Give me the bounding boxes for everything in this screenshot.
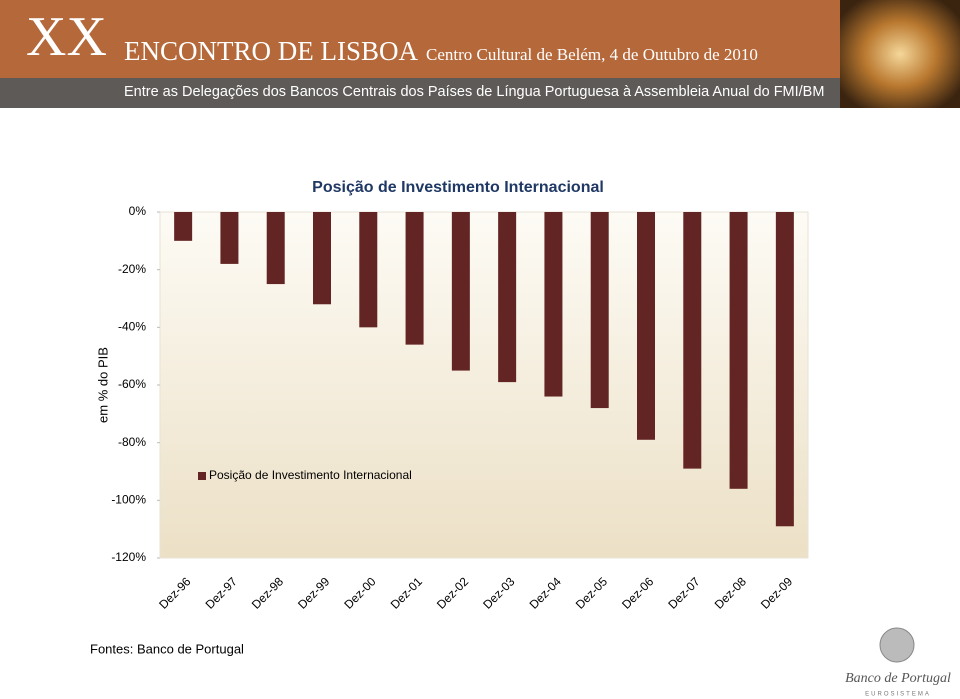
y-tick-label: 0% <box>129 204 147 218</box>
y-tick-label: -60% <box>118 377 146 391</box>
plot-area <box>159 211 809 559</box>
x-tick-label: Dez-96 <box>156 574 193 611</box>
header-place: Centro Cultural de Belém, 4 de Outubro d… <box>426 45 758 64</box>
y-tick-label: -20% <box>118 262 146 276</box>
x-tick-label: Dez-01 <box>388 574 425 611</box>
globe-image <box>840 0 960 108</box>
subtitle-band <box>0 78 960 108</box>
x-tick-label: Dez-02 <box>434 574 471 611</box>
y-axis-label: em % do PIB <box>95 347 110 423</box>
bank-seal <box>879 627 915 663</box>
bar <box>451 212 470 371</box>
x-tick-label: Dez-04 <box>527 574 564 611</box>
x-tick-label: Dez-97 <box>203 574 240 611</box>
y-tick-label: -40% <box>118 320 146 334</box>
bar <box>405 212 424 345</box>
bar <box>174 212 193 241</box>
header-event: ENCONTRO DE LISBOA <box>124 36 418 66</box>
y-tick-label: -100% <box>111 493 146 507</box>
bar <box>729 212 748 489</box>
bar <box>220 212 239 264</box>
header-band <box>0 0 960 78</box>
bar <box>637 212 655 440</box>
bank-system: EUROSISTEMA <box>865 692 931 698</box>
x-tick-label: Dez-00 <box>341 574 378 611</box>
header-numeral: XX <box>26 6 107 68</box>
legend-swatch <box>198 472 206 480</box>
y-tick-label: -120% <box>111 550 146 564</box>
x-tick-label: Dez-07 <box>665 574 702 611</box>
bar <box>498 212 517 383</box>
chart-title: Posição de Investimento Internacional <box>312 179 604 196</box>
x-tick-label: Dez-09 <box>758 574 795 611</box>
x-tick-label: Dez-08 <box>712 574 749 611</box>
bar <box>266 212 285 285</box>
y-tick-label: -80% <box>118 435 146 449</box>
bar <box>775 212 794 527</box>
bar <box>544 212 563 397</box>
x-tick-label: Dez-99 <box>295 574 332 611</box>
x-tick-label: Dez-03 <box>480 574 517 611</box>
bank-name: Banco de Portugal <box>845 671 951 686</box>
x-tick-label: Dez-98 <box>249 574 286 611</box>
source: Fontes: Banco de Portugal <box>90 641 244 656</box>
bar <box>313 212 331 305</box>
header-subtitle: Entre as Delegações dos Bancos Centrais … <box>124 84 824 100</box>
legend-label: Posição de Investimento Internacional <box>209 468 412 482</box>
bar <box>590 212 609 409</box>
x-tick-label: Dez-06 <box>619 574 656 611</box>
bar <box>683 212 702 469</box>
x-tick-label: Dez-05 <box>573 574 610 611</box>
bar <box>359 212 378 328</box>
